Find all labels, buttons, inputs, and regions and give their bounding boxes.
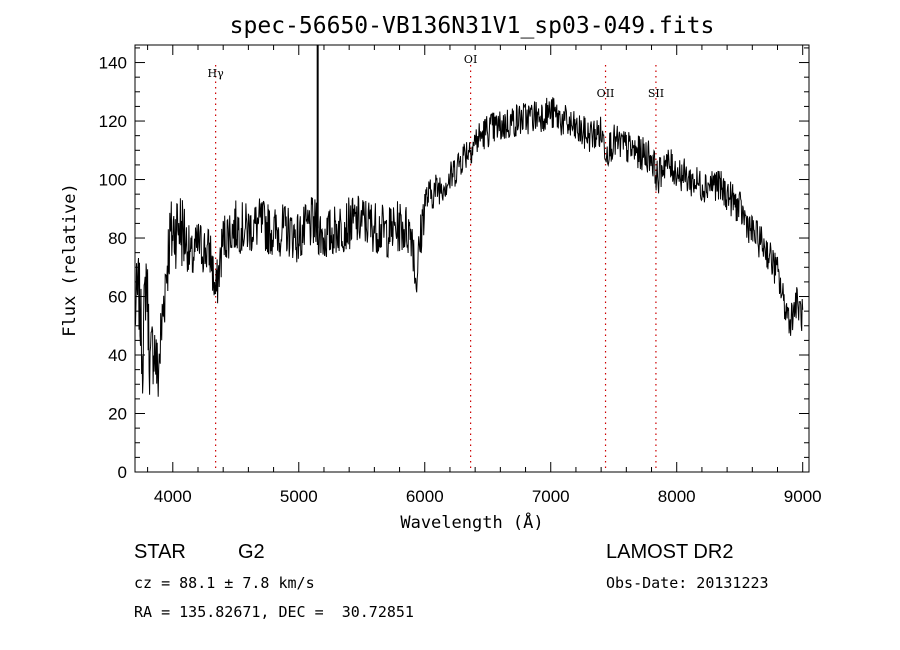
x-tick-label: 9000 [784,487,822,506]
spectral-line-markers: Hγ OI OII SII [208,53,664,472]
flux-series [134,45,804,397]
subclass: G2 [238,541,265,563]
y-tick-label: 140 [99,54,127,73]
spectral-line-label: SII [648,87,664,100]
spectral-line-label: OII [597,87,615,100]
plot-border [134,44,810,473]
x-tick-label: 7000 [532,487,570,506]
x-tick-label: 8000 [658,487,696,506]
redshift-cz: cz = 88.1 ± 7.8 km/s [134,574,315,592]
survey-name: LAMOST DR2 [606,541,734,563]
y-tick-label: 80 [108,229,127,248]
y-tick-label: 120 [99,112,127,131]
coordinates: RA = 135.82671, DEC = 30.72851 [134,603,414,621]
y-tick-label: 60 [108,288,127,307]
x-tick-label: 6000 [406,487,444,506]
x-tick-label: 4000 [154,487,192,506]
x-tick-label: 5000 [280,487,318,506]
y-tick-label: 20 [108,405,127,424]
obs-date: Obs-Date: 20131223 [606,574,769,592]
spectral-line-label: OI [464,53,477,66]
y-axis-label: Flux (relative) [60,183,80,337]
y-tick-label: 0 [118,463,127,482]
flux-line [134,97,804,397]
object-type: STAR [134,541,186,563]
spectral-line-label: Hγ [208,67,225,80]
chart-title: spec-56650-VB136N31V1_sp03-049.fits [230,13,715,39]
plot-frame [134,44,810,473]
y-tick-label: 40 [108,346,127,365]
axis-ticks: 4000 5000 6000 7000 8000 9000 0 20 40 60 80 100 120 1… [99,45,822,506]
x-axis-label: Wavelength (Å) [400,511,543,533]
y-tick-label: 100 [99,171,127,190]
